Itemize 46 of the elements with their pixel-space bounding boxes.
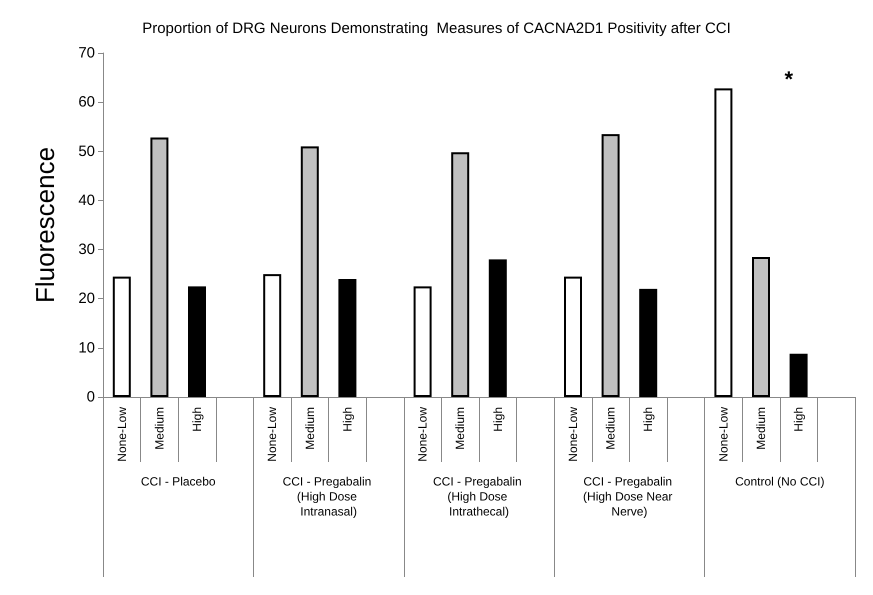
y-tick-label: 30 [78, 241, 95, 258]
x-tick-label: CCI - Placebo [140, 474, 216, 488]
x-tick-label: CCI - Pregabalin (High Dose Near Nerve) [583, 474, 676, 518]
x-tick-label: CCI - Pregabalin (High Dose Intranasal) [282, 474, 375, 518]
bar [414, 286, 432, 397]
text: High [190, 407, 204, 432]
bar [564, 276, 582, 397]
y-axis-title: Fluorescence [30, 146, 60, 304]
bar [112, 276, 131, 397]
bar [263, 274, 282, 397]
text: High [490, 407, 505, 432]
text: Medium [152, 407, 166, 450]
bar [639, 288, 658, 397]
bar [714, 88, 732, 397]
text: None-Low [416, 407, 430, 462]
text: Medium [604, 407, 618, 450]
bar [602, 134, 620, 397]
bar [488, 259, 507, 397]
text: Medium [754, 407, 768, 450]
y-tick-label: 20 [78, 290, 95, 308]
text: Medium [453, 407, 468, 450]
text: High [340, 407, 354, 432]
x-tick-label: Control (No CCI) [735, 474, 824, 488]
y-tick-label: 60 [78, 94, 95, 111]
bar [150, 138, 168, 397]
bar [188, 286, 206, 397]
y-tick-label: 50 [78, 142, 95, 160]
y-tick-label: 0 [86, 388, 95, 406]
annotation: * [784, 66, 794, 92]
bar [300, 146, 319, 397]
y-tick-label: 70 [78, 44, 95, 62]
text: High [641, 407, 656, 432]
text: Medium [302, 407, 317, 450]
text: None-Low [114, 406, 129, 462]
bar [451, 152, 470, 397]
text: None-Low [265, 407, 280, 462]
text: None-Low [716, 407, 730, 462]
bar [790, 354, 808, 397]
text: High [792, 407, 806, 432]
y-tick-label: 10 [78, 339, 95, 356]
bar [338, 279, 356, 397]
text: None-Low [566, 407, 580, 462]
x-tick-label: CCI - Pregabalin (High Dose Intrathecal) [432, 474, 526, 518]
bar [752, 256, 770, 397]
chart-title: Proportion of DRG Neurons Demonstrating Measures of CACNA2D1 Positivity after CCI [142, 20, 731, 37]
y-tick-label: 40 [78, 192, 95, 209]
